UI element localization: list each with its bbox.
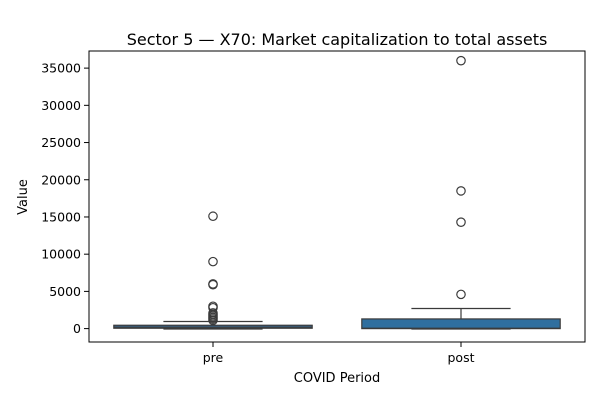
y-tick-label: 10000 xyxy=(41,247,81,262)
outlier-point xyxy=(456,55,466,66)
outlier-point xyxy=(456,186,466,196)
outlier-point xyxy=(208,211,218,222)
outlier-point xyxy=(456,289,466,300)
y-axis: 0 5000 10000 15000 20000 25000 30000 35000 xyxy=(41,61,89,336)
axes-frame xyxy=(88,50,586,343)
y-tick-label: 25000 xyxy=(41,135,81,150)
y-tick-label: 20000 xyxy=(41,172,81,187)
x-axis-label: COVID Period xyxy=(294,371,381,386)
y-tick-label: 35000 xyxy=(41,61,81,76)
y-tick-label: 15000 xyxy=(41,209,81,224)
outlier-point xyxy=(208,256,218,267)
y-tick-label: 5000 xyxy=(49,284,81,299)
x-axis: pre post xyxy=(203,342,475,365)
outlier-point xyxy=(208,315,218,326)
box-group-post xyxy=(361,55,561,330)
chart-title: Sector 5 — X70: Market capitalization to… xyxy=(127,30,548,49)
x-tick-label: pre xyxy=(203,350,224,365)
outlier-point xyxy=(208,279,218,290)
y-axis-label: Value xyxy=(16,179,31,215)
iqr-box xyxy=(361,318,561,330)
box-group-pre xyxy=(113,211,313,330)
outlier-point xyxy=(456,217,466,227)
y-tick-label: 30000 xyxy=(41,98,81,113)
x-tick-label: post xyxy=(448,350,475,365)
y-tick-label: 0 xyxy=(73,321,81,336)
